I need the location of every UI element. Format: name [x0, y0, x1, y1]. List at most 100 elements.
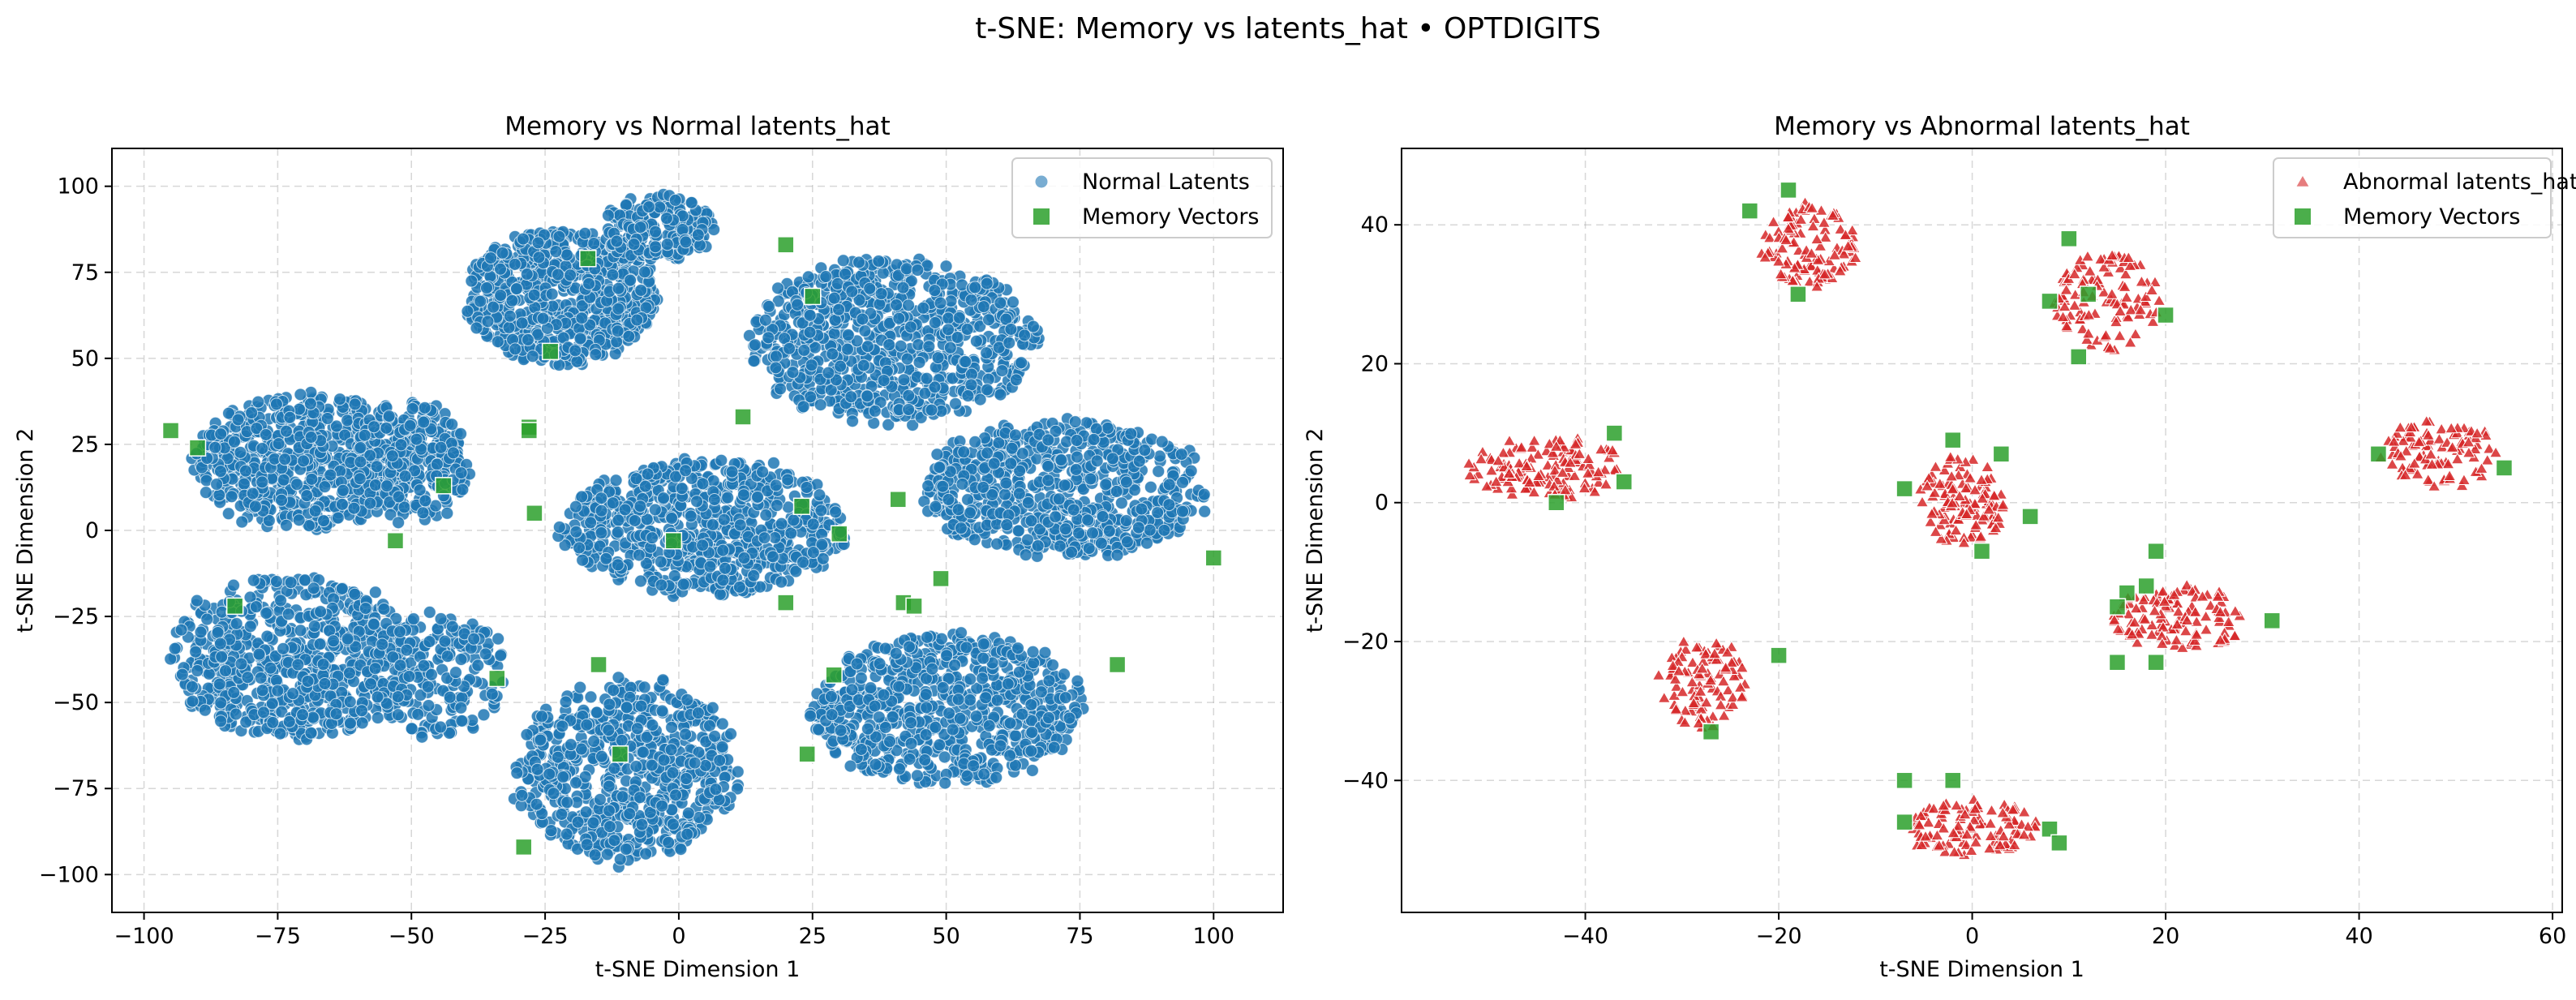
normal-latent-point	[305, 472, 319, 486]
normal-latent-point	[633, 500, 647, 513]
normal-latent-point	[279, 518, 293, 532]
normal-latent-point	[308, 504, 322, 517]
normal-latent-point	[358, 428, 371, 442]
normal-latent-point	[713, 587, 727, 601]
normal-latent-point	[612, 281, 625, 295]
normal-latent-point	[584, 516, 598, 530]
normal-latent-point	[502, 320, 516, 334]
normal-latent-point	[676, 577, 690, 591]
normal-latent-point	[1085, 526, 1099, 540]
normal-latent-point	[526, 350, 539, 363]
normal-latent-point	[1135, 502, 1148, 516]
normal-latent-point	[748, 338, 762, 352]
normal-latent-point	[1155, 435, 1169, 448]
normal-latent-point	[747, 569, 761, 582]
normal-latent-point	[324, 468, 337, 482]
normal-latent-point	[479, 647, 492, 661]
normal-latent-point	[470, 321, 483, 335]
normal-latent-point	[527, 288, 541, 302]
normal-latent-point	[736, 488, 750, 502]
normal-latent-point	[942, 311, 955, 325]
normal-latent-point	[595, 526, 608, 540]
normal-latent-point	[355, 704, 369, 718]
normal-latent-point	[628, 513, 642, 527]
normal-latent-point	[194, 625, 208, 639]
normal-latent-point	[601, 208, 615, 222]
normal-latent-point	[803, 308, 817, 322]
normal-latent-point	[819, 270, 833, 284]
normal-latent-point	[696, 477, 710, 491]
normal-latent-point	[471, 659, 485, 672]
normal-latent-point	[484, 251, 498, 265]
normal-latents-points	[164, 187, 1212, 873]
normal-latent-point	[422, 698, 436, 712]
normal-latent-point	[912, 355, 926, 369]
normal-latent-point	[335, 497, 349, 511]
normal-latent-point	[275, 493, 289, 507]
normal-latent-point	[382, 410, 396, 423]
normal-latent-point	[1120, 535, 1134, 549]
normal-latent-point	[266, 715, 280, 729]
normal-latent-point	[690, 495, 704, 509]
normal-latent-point	[200, 612, 214, 626]
normal-latent-point	[1009, 373, 1023, 387]
normal-latent-point	[545, 287, 559, 301]
normal-latent-point	[716, 543, 730, 557]
normal-latent-point	[829, 505, 843, 519]
normal-latent-point	[445, 620, 459, 633]
normal-latent-point	[578, 226, 592, 240]
normal-latent-point	[304, 385, 318, 399]
normal-latent-point	[255, 684, 269, 697]
normal-latent-point	[226, 578, 240, 592]
normal-latent-point	[961, 389, 975, 403]
normal-latent-point	[532, 251, 546, 264]
normal-latent-point	[1069, 462, 1083, 476]
normal-latent-point	[1053, 539, 1067, 553]
normal-latent-point	[445, 418, 459, 431]
normal-latent-point	[333, 393, 347, 406]
normal-latent-point	[405, 722, 419, 736]
normal-latent-point	[691, 228, 705, 242]
normal-latent-point	[715, 453, 728, 467]
normal-latent-point	[573, 541, 586, 555]
normal-latent-point	[318, 480, 332, 494]
normal-latent-point	[496, 246, 509, 260]
normal-latent-point	[191, 664, 204, 678]
normal-latent-point	[465, 274, 479, 288]
normal-latent-point	[219, 664, 233, 678]
normal-latent-point	[215, 650, 229, 663]
normal-latent-point	[318, 677, 332, 691]
normal-latent-point	[199, 486, 213, 500]
normal-latent-point	[955, 477, 969, 491]
normal-latent-point	[1094, 536, 1108, 550]
figure-title: t-SNE: Memory vs latents_hat • OPTDIGITS	[975, 12, 1600, 45]
normal-latent-point	[609, 474, 623, 487]
normal-latent-point	[398, 470, 412, 483]
normal-latent-point	[801, 270, 815, 284]
normal-latent-point	[380, 421, 393, 435]
normal-latent-point	[751, 490, 765, 504]
normal-latent-point	[679, 235, 693, 249]
normal-latent-point	[841, 328, 855, 342]
normal-latent-point	[569, 525, 583, 539]
normal-latent-point	[633, 221, 647, 234]
normal-latent-point	[725, 465, 739, 479]
normal-latent-point	[814, 398, 827, 412]
normal-latent-point	[759, 509, 773, 522]
normal-latent-point	[873, 298, 887, 311]
normal-latent-point	[494, 649, 508, 663]
normal-latent-point	[367, 420, 381, 434]
normal-latent-point	[341, 414, 354, 427]
normal-latent-point	[368, 479, 382, 492]
normal-latent-point	[954, 521, 968, 535]
normal-latent-point	[564, 268, 577, 282]
normal-latent-point	[343, 716, 357, 730]
normal-latent-point	[551, 268, 565, 281]
normal-latent-point	[415, 730, 429, 744]
normal-latent-point	[307, 620, 321, 633]
normal-latent-point	[225, 490, 238, 504]
normal-latent-point	[1197, 487, 1211, 501]
normal-latent-point	[657, 491, 671, 505]
normal-latent-point	[292, 513, 306, 527]
normal-latent-point	[213, 637, 227, 650]
